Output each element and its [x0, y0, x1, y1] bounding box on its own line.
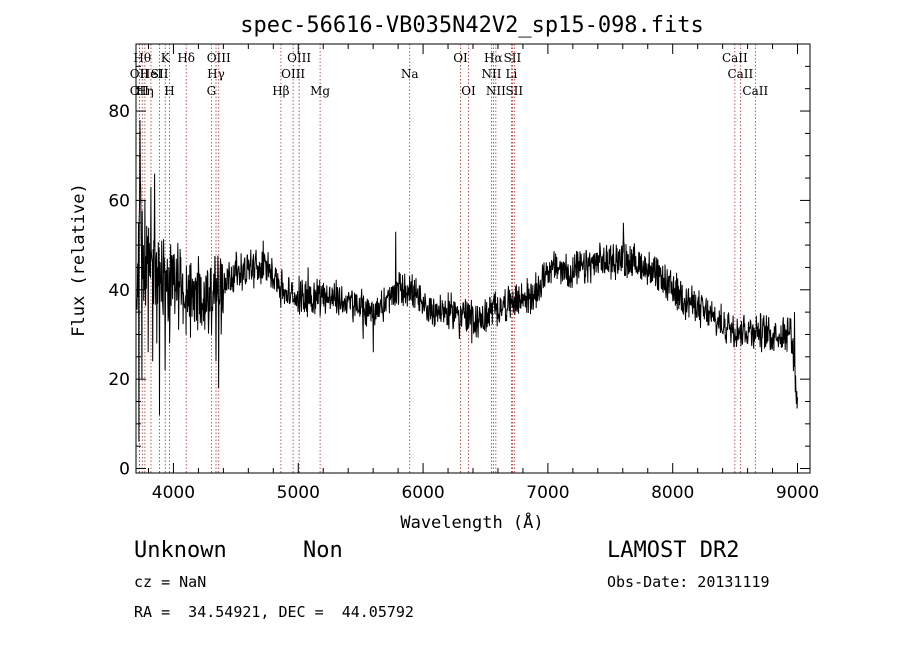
chart-title: spec-56616-VB035N42V2_sp15-098.fits: [240, 13, 704, 38]
line-label: SII: [504, 51, 522, 65]
y-tick-label: 20: [108, 370, 130, 390]
line-label: CaII: [722, 51, 748, 65]
x-tick-label: 8000: [651, 483, 694, 503]
x-tick-label: 4000: [152, 483, 195, 503]
line-label: OII: [130, 67, 150, 81]
y-axis-ticks: 0 20 40 60 80: [108, 65, 810, 480]
line-label: Hθ: [133, 51, 151, 65]
observation-date: Obs-Date: 20131119: [607, 573, 770, 591]
line-label: G: [207, 84, 217, 98]
line-label: Li: [506, 67, 518, 81]
spectrum-line: [136, 119, 798, 442]
line-label: Hη: [136, 84, 154, 98]
x-tick-label: 9000: [776, 483, 819, 503]
x-axis-label: Wavelength (Å): [400, 511, 543, 533]
emission-line-markers: [138, 44, 756, 473]
x-tick-label: 7000: [526, 483, 569, 503]
x-tick-label: 5000: [277, 483, 320, 503]
line-label: H: [164, 84, 174, 98]
line-label: HeI: [140, 67, 163, 81]
line-label: NII: [481, 67, 501, 81]
emission-line-labels: OIIOIIHθHηHeISIIKHHδGHγOIIIHβOIIIOIIIMgN…: [130, 51, 769, 98]
y-tick-label: 80: [108, 102, 130, 122]
y-tick-label: 40: [108, 281, 130, 301]
y-axis-label: Flux (relative): [69, 183, 89, 337]
line-label: OIII: [207, 51, 231, 65]
line-label: Na: [401, 67, 419, 81]
coordinates: RA = 34.54921, DEC = 44.05792: [134, 603, 414, 621]
line-label: CaII: [742, 84, 768, 98]
x-tick-label: 6000: [401, 483, 444, 503]
line-label: CaII: [727, 67, 753, 81]
line-label: OIII: [287, 51, 311, 65]
survey-name: LAMOST DR2: [607, 538, 740, 563]
line-label: Hα: [484, 51, 503, 65]
y-tick-label: 0: [119, 460, 130, 480]
line-label: OIII: [281, 67, 305, 81]
line-label: NII: [486, 84, 506, 98]
redshift-cz: cz = NaN: [134, 573, 207, 591]
line-label: Hδ: [177, 51, 195, 65]
line-label: SII: [505, 84, 523, 98]
object-subclass: Non: [303, 538, 343, 563]
line-label: OII: [130, 84, 150, 98]
line-label: SII: [151, 67, 169, 81]
x-axis-ticks: 4000 5000 6000 7000 8000 9000: [147, 44, 819, 503]
y-tick-label: 60: [108, 191, 130, 211]
line-label: Mg: [310, 84, 330, 98]
line-label: OI: [453, 51, 468, 65]
line-label: K: [161, 51, 171, 65]
line-label: OI: [461, 84, 476, 98]
object-class: Unknown: [134, 538, 227, 563]
line-label: Hγ: [207, 67, 225, 81]
line-label: Hβ: [272, 84, 289, 98]
